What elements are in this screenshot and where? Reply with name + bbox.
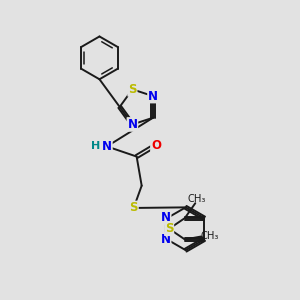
Text: CH₃: CH₃ [200,232,219,242]
Text: N: N [128,118,137,131]
Text: N: N [102,140,112,153]
Text: S: S [128,83,137,96]
Text: S: S [165,222,173,235]
Text: O: O [151,139,161,152]
Text: N: N [160,211,171,224]
Text: CH₃: CH₃ [187,194,206,204]
Text: N: N [160,233,171,246]
Text: S: S [129,202,138,214]
Text: N: N [148,90,158,103]
Text: H: H [91,141,100,152]
